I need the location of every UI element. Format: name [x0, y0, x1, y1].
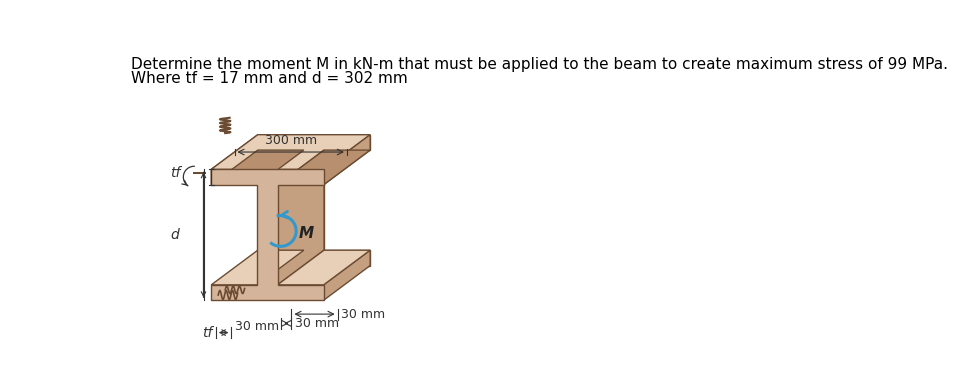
Polygon shape [323, 250, 370, 300]
Text: tf: tf [201, 326, 212, 340]
Polygon shape [211, 135, 370, 169]
Polygon shape [211, 150, 304, 185]
Text: 30 mm: 30 mm [295, 317, 339, 330]
Polygon shape [211, 135, 258, 185]
Polygon shape [211, 169, 323, 300]
Text: M: M [298, 226, 314, 241]
Polygon shape [277, 150, 324, 285]
Polygon shape [211, 250, 304, 285]
Text: 30 mm: 30 mm [235, 320, 279, 333]
Text: tf: tf [170, 166, 180, 180]
Polygon shape [277, 150, 370, 185]
Polygon shape [258, 135, 370, 265]
Text: d: d [170, 228, 179, 242]
Text: Where tf = 17 mm and d = 302 mm: Where tf = 17 mm and d = 302 mm [132, 71, 408, 86]
Text: 30 mm: 30 mm [341, 308, 386, 321]
Polygon shape [323, 135, 370, 185]
Text: Determine the moment M in kN-m that must be applied to the beam to create maximu: Determine the moment M in kN-m that must… [132, 57, 949, 72]
Text: 300 mm: 300 mm [265, 135, 317, 147]
Polygon shape [277, 250, 370, 285]
